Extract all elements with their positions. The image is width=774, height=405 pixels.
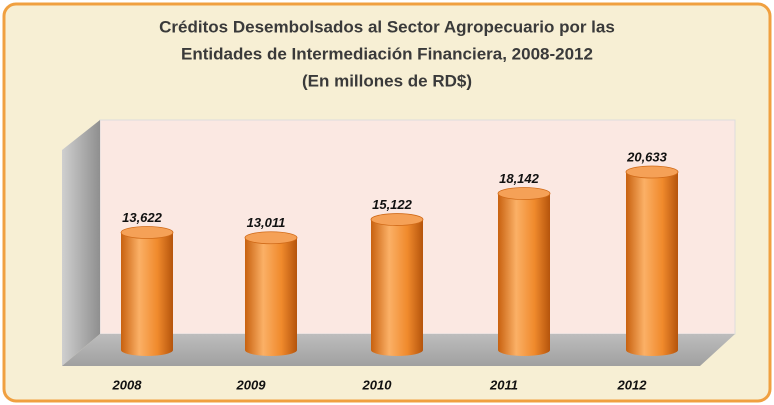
data-label: 18,142: [499, 171, 540, 186]
bar: [245, 237, 297, 356]
x-tick-label: 2008: [112, 377, 143, 392]
data-label: 13,011: [247, 215, 286, 230]
chart-title: Entidades de Intermediación Financiera, …: [181, 44, 593, 63]
x-tick-label: 2010: [362, 377, 393, 392]
chart-title: Créditos Desembolsados al Sector Agropec…: [159, 17, 615, 36]
data-label: 15,122: [372, 197, 413, 212]
data-label: 13,622: [122, 210, 163, 225]
bar-top: [370, 213, 424, 226]
bar-top: [244, 231, 298, 245]
bar-top: [497, 187, 551, 200]
chart-subtitle: (En millones de RD$): [302, 71, 472, 90]
bar-top: [120, 226, 174, 239]
bar: [498, 193, 550, 356]
data-label: 20,633: [626, 149, 668, 164]
x-tick-label: 2009: [236, 377, 267, 392]
bar: [371, 219, 423, 356]
x-tick-label: 2011: [489, 377, 518, 392]
x-tick-label: 2012: [617, 377, 648, 392]
side-wall: [62, 120, 100, 366]
bar: [626, 172, 678, 356]
bar: [121, 232, 173, 356]
bar-top: [625, 165, 679, 179]
